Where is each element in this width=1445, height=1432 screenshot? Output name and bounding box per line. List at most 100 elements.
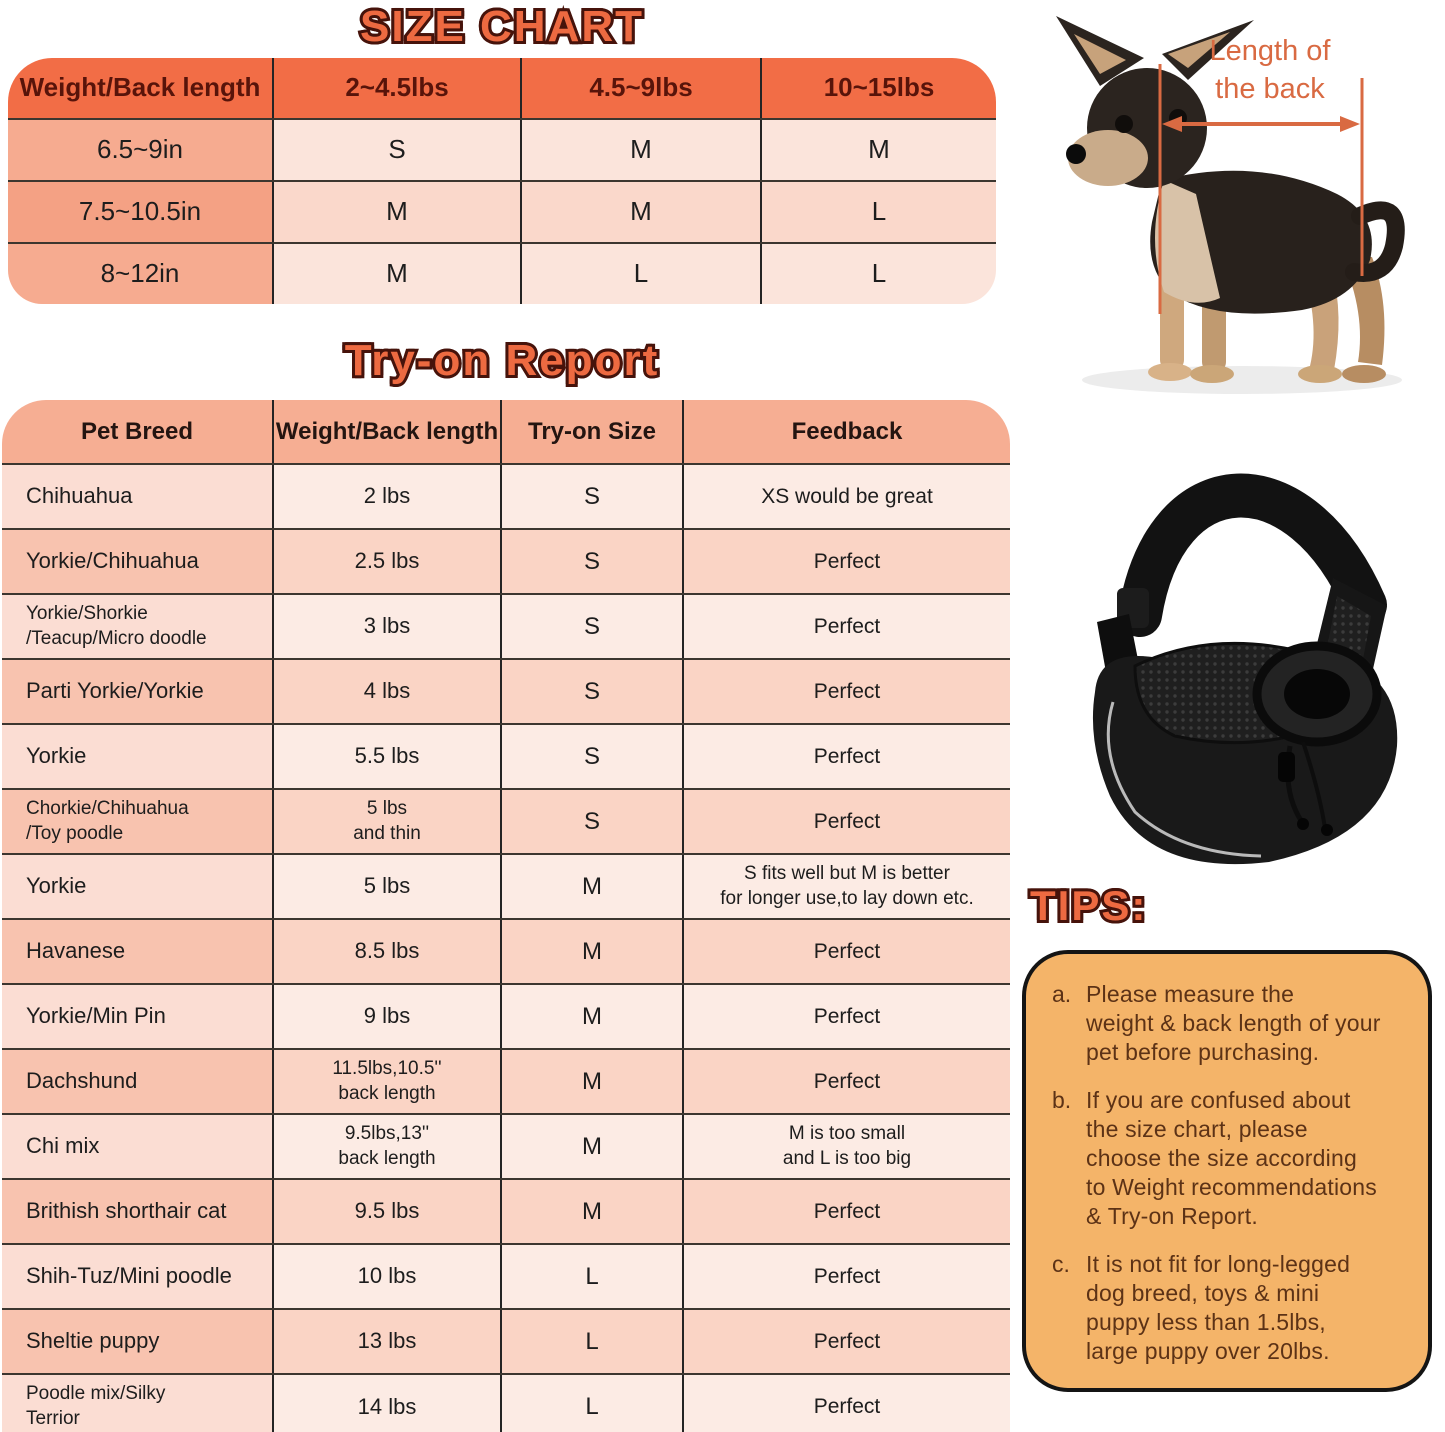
size-cell: M — [760, 120, 996, 180]
tryon-size-cell: M — [500, 1050, 682, 1113]
tryon-body: Chihuahua 2 lbs S XS would be great York… — [2, 463, 1010, 1432]
table-row: Brithish shorthair cat 9.5 lbs M Perfect — [2, 1178, 1010, 1243]
size-cell: L — [760, 244, 996, 304]
reflective-piping — [1106, 701, 1262, 858]
feedback-cell: Perfect — [682, 1180, 1010, 1243]
tryon-report-table: Pet Breed Weight/Back length Try-on Size… — [2, 400, 1010, 1432]
table-row: Parti Yorkie/Yorkie 4 lbs S Perfect — [2, 658, 1010, 723]
sling-bag-illustration — [1092, 473, 1398, 865]
weight-cell: 9 lbs — [272, 985, 500, 1048]
tryon-size-cell: L — [500, 1310, 682, 1373]
size-cell: M — [272, 182, 520, 242]
weight-cell: 9.5lbs,13'' back length — [272, 1115, 500, 1178]
header-4-5-9lbs: 4.5~9lbs — [520, 58, 760, 118]
tip-item-c: c. It is not fit for long-legged dog bre… — [1040, 1250, 1414, 1367]
table-row: 6.5~9in S M M — [8, 118, 996, 180]
tryon-report-title: Try-on Report — [342, 333, 660, 388]
pet-breed-cell: Parti Yorkie/Yorkie — [2, 660, 272, 723]
header-weight-back-length: Weight/Back length — [272, 400, 500, 463]
pet-sling-carrier-photo — [1035, 420, 1435, 880]
shoulder-strap — [1118, 473, 1387, 637]
pet-breed-cell: Chi mix — [2, 1115, 272, 1178]
tryon-size-cell: S — [500, 465, 682, 528]
pet-breed-cell: Poodle mix/Silky Terrior — [2, 1375, 272, 1432]
table-row: 7.5~10.5in M M L — [8, 180, 996, 242]
tryon-size-cell: S — [500, 660, 682, 723]
weight-cell: 2 lbs — [272, 465, 500, 528]
tryon-size-cell: L — [500, 1245, 682, 1308]
header-10-15lbs: 10~15lbs — [760, 58, 996, 118]
tip-text: If you are confused about the size chart… — [1086, 1086, 1377, 1230]
feedback-cell: Perfect — [682, 595, 1010, 658]
dog-eye — [1115, 115, 1133, 133]
pet-breed-cell: Yorkie/Chihuahua — [2, 530, 272, 593]
tryon-size-cell: M — [500, 855, 682, 918]
table-row: Yorkie/Shorkie /Teacup/Micro doodle 3 lb… — [2, 593, 1010, 658]
weight-cell: 5 lbs — [272, 855, 500, 918]
dog-tail — [1345, 201, 1405, 282]
header-pet-breed: Pet Breed — [80, 417, 194, 445]
back-length-label: 7.5~10.5in — [8, 182, 272, 242]
tip-item-a: a. Please measure the weight & back leng… — [1040, 980, 1414, 1068]
pet-breed-cell: Yorkie — [2, 725, 272, 788]
tip-text: Please measure the weight & back length … — [1086, 981, 1381, 1066]
tips-title: TIPS: — [1027, 879, 1148, 932]
size-cell: L — [520, 244, 760, 304]
size-cell: M — [520, 120, 760, 180]
table-row: Poodle mix/Silky Terrior 14 lbs L Perfec… — [2, 1373, 1010, 1432]
drawstring-toggle — [1278, 752, 1295, 782]
table-row: Chihuahua 2 lbs S XS would be great — [2, 463, 1010, 528]
pet-breed-cell: Sheltie puppy — [2, 1310, 272, 1373]
tryon-size-cell: M — [500, 1180, 682, 1243]
tip-label: c. — [1052, 1250, 1070, 1277]
weight-cell: 14 lbs — [272, 1375, 500, 1432]
feedback-cell: Perfect — [682, 725, 1010, 788]
feedback-cell: Perfect — [682, 1375, 1010, 1432]
header-2-4-5lbs: 2~4.5lbs — [272, 58, 520, 118]
tryon-size-cell: S — [500, 595, 682, 658]
tips-box: a. Please measure the weight & back leng… — [1022, 950, 1432, 1392]
size-chart-title: SIZE CHART — [357, 0, 645, 54]
weight-cell: 10 lbs — [272, 1245, 500, 1308]
size-chart-table: Weight/Back length 2~4.5lbs 4.5~9lbs 10~… — [8, 58, 996, 304]
pet-breed-cell: Yorkie/Min Pin — [2, 985, 272, 1048]
feedback-cell: Perfect — [682, 1245, 1010, 1308]
dog-photo: Length of the back — [1012, 8, 1445, 408]
tryon-size-cell: M — [500, 985, 682, 1048]
tip-label: b. — [1052, 1086, 1072, 1113]
pet-breed-cell: Shih-Tuz/Mini poodle — [2, 1245, 272, 1308]
feedback-cell: Perfect — [682, 790, 1010, 853]
tryon-header-row: Pet Breed Weight/Back length Try-on Size… — [2, 400, 1010, 463]
weight-cell: 13 lbs — [272, 1310, 500, 1373]
weight-cell: 2.5 lbs — [272, 530, 500, 593]
feedback-cell: XS would be great — [682, 465, 1010, 528]
feedback-cell: Perfect — [682, 530, 1010, 593]
table-row: Sheltie puppy 13 lbs L Perfect — [2, 1308, 1010, 1373]
feedback-cell: Perfect — [682, 660, 1010, 723]
feedback-cell: M is too small and L is too big — [682, 1115, 1010, 1178]
feedback-cell: S fits well but M is better for longer u… — [682, 855, 1010, 918]
feedback-cell: Perfect — [682, 985, 1010, 1048]
pet-breed-cell: Chihuahua — [2, 465, 272, 528]
feedback-cell: Perfect — [682, 1050, 1010, 1113]
tip-label: a. — [1052, 981, 1072, 1007]
header-tryon-size: Try-on Size — [500, 400, 682, 463]
dog-nose — [1066, 144, 1086, 164]
back-length-label-line2: the back — [1215, 73, 1325, 105]
size-cell: L — [760, 182, 996, 242]
pet-breed-cell: Havanese — [2, 920, 272, 983]
dog-illustration: Length of the back — [1056, 16, 1405, 394]
back-length-label: 8~12in — [8, 244, 272, 304]
table-row: Yorkie 5 lbs M S fits well but M is bett… — [2, 853, 1010, 918]
dog-muzzle — [1068, 130, 1148, 186]
weight-cell: 5.5 lbs — [272, 725, 500, 788]
table-row: Yorkie/Chihuahua 2.5 lbs S Perfect — [2, 528, 1010, 593]
table-row: Chi mix 9.5lbs,13'' back length M M is t… — [2, 1113, 1010, 1178]
feedback-cell: Perfect — [682, 920, 1010, 983]
tryon-size-cell: M — [500, 1115, 682, 1178]
table-row: Yorkie 5.5 lbs S Perfect — [2, 723, 1010, 788]
size-chart-header-row: Weight/Back length 2~4.5lbs 4.5~9lbs 10~… — [8, 58, 996, 118]
header-weight-back-length: Weight/Back length — [19, 72, 261, 103]
back-length-label-line1: Length of — [1210, 35, 1332, 67]
